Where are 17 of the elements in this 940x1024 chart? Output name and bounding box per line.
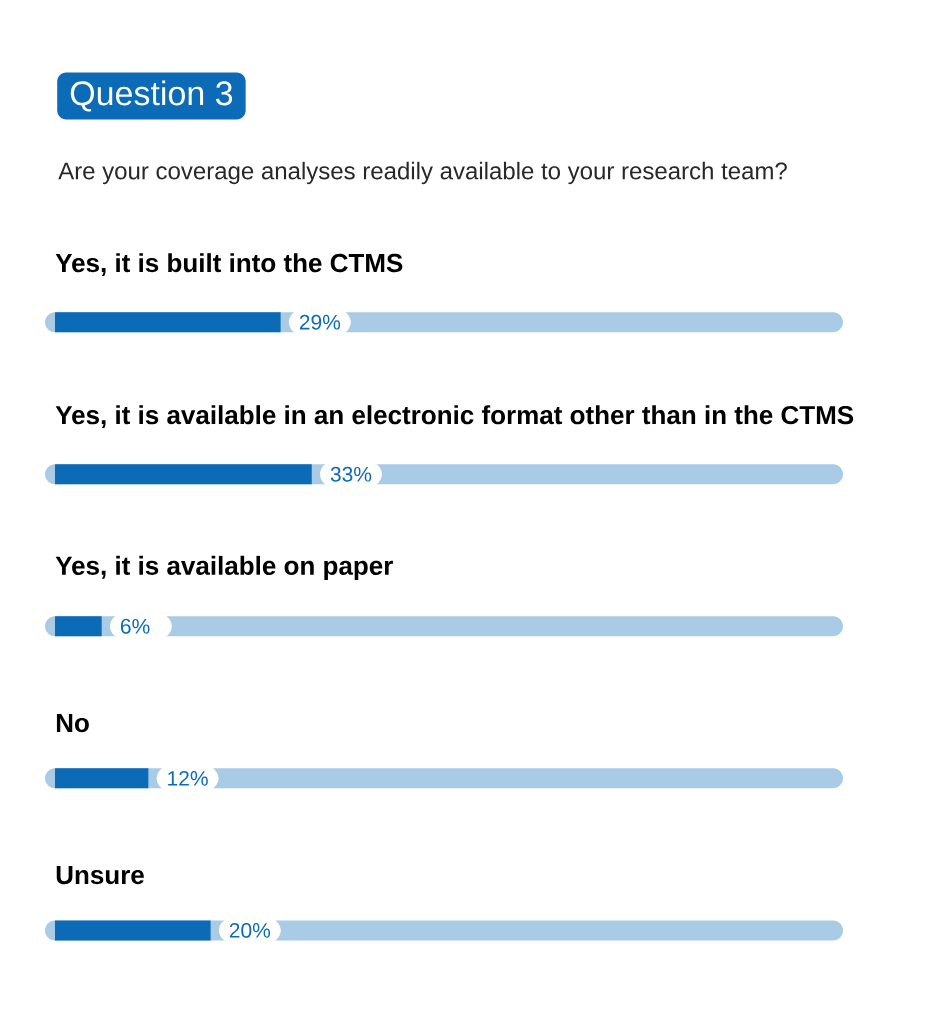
chart-title: Question 3 xyxy=(70,80,233,112)
data-label: 29% xyxy=(299,314,341,330)
bar xyxy=(55,464,312,485)
data-label: 12% xyxy=(168,770,208,786)
data-label: 20% xyxy=(229,922,271,938)
y-tick-label: Yes, it is built into the CTMS xyxy=(55,253,403,277)
data-label: 33% xyxy=(330,466,372,482)
text: Are your coverage analyses readily available to your research team? xyxy=(58,161,787,185)
bar xyxy=(55,920,211,941)
data-label: 6% xyxy=(120,618,150,634)
y-tick-label: Yes, it is available in an electronic format other than in the CTMS xyxy=(55,405,854,429)
y-tick-label: No xyxy=(56,714,89,733)
bar xyxy=(55,768,149,789)
y-tick-label: Unsure xyxy=(56,866,144,885)
y-tick-label: Yes, it is available on paper xyxy=(55,555,393,581)
bar xyxy=(55,312,281,333)
bar xyxy=(55,616,102,637)
